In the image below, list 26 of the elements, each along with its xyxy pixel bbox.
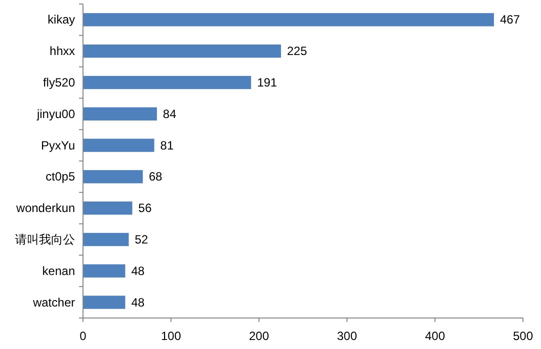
data-label: 52	[134, 232, 148, 246]
data-label: 467	[500, 12, 520, 27]
data-label: 81	[160, 138, 174, 152]
data-label: 84	[162, 106, 177, 121]
y-tick-label: ct0p5	[46, 170, 76, 184]
y-tick-label: 请叫我向公	[15, 232, 75, 246]
y-tick-label: watcher	[32, 295, 75, 310]
data-label: 68	[148, 170, 163, 184]
y-tick-label: fly520	[42, 76, 76, 90]
x-tick-label: 500	[512, 329, 534, 343]
x-tick-label: 200	[248, 329, 270, 343]
y-tick-label: kenan	[42, 264, 75, 278]
x-tick-label: 400	[424, 329, 446, 343]
y-tick-label: hhxx	[50, 44, 75, 58]
data-label: 225	[287, 44, 308, 58]
y-tick-label: kikay	[48, 12, 75, 27]
y-tick-label: PyxYu	[40, 138, 75, 152]
data-label: 48	[131, 295, 145, 310]
y-tick-label: wonderkun	[15, 201, 75, 216]
data-label: 48	[131, 264, 145, 278]
data-label: 191	[257, 76, 278, 90]
x-tick-label: 300	[336, 329, 358, 343]
x-tick-label: 0	[80, 329, 87, 343]
data-label: 56	[138, 201, 152, 216]
x-tick-label: 100	[160, 329, 182, 343]
y-tick-label: jinyu00	[36, 106, 76, 121]
